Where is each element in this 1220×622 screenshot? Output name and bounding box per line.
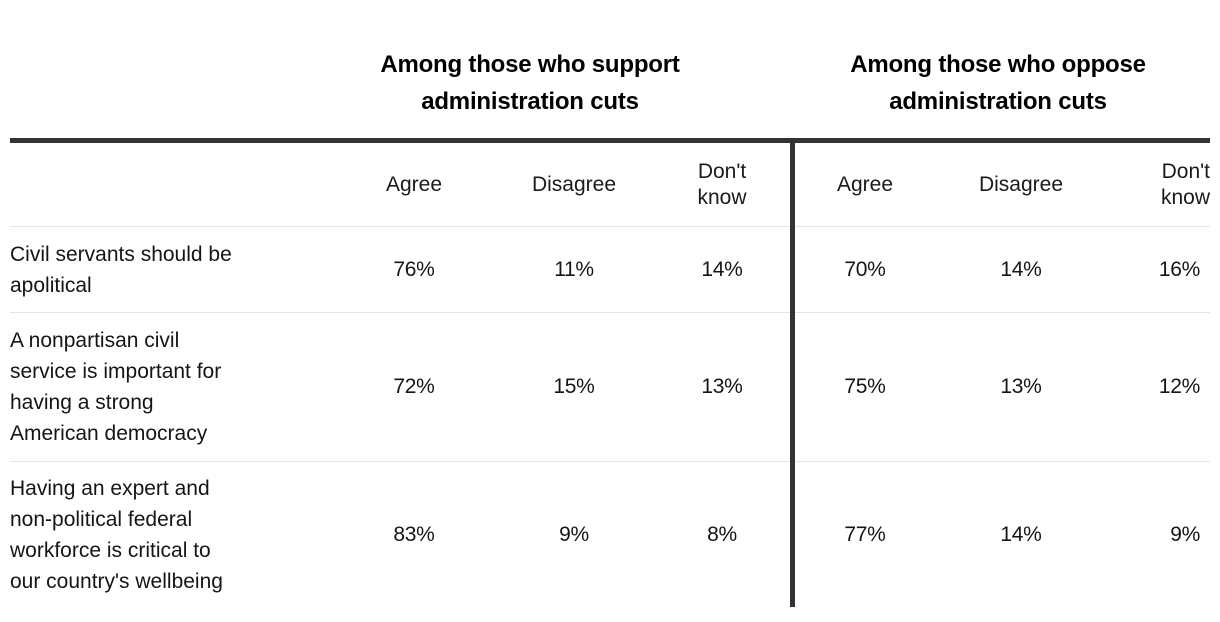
value-cell: 13%: [654, 312, 790, 461]
center-divider: [790, 138, 795, 607]
column-header-disagree-oppose: Disagree: [978, 172, 1064, 196]
group-header-support: Among those who support administration c…: [380, 51, 680, 115]
value-cell: 12%: [1107, 312, 1210, 461]
value-cell: 16%: [1107, 226, 1210, 312]
row-label: Civil servants should be apolitical: [10, 226, 334, 312]
value-cell: 77%: [795, 461, 935, 607]
header-empty-cell: [10, 143, 334, 226]
row-label: A nonpartisan civil service is important…: [10, 312, 334, 461]
value-cell: 14%: [935, 226, 1107, 312]
column-header-agree-support: Agree: [385, 172, 443, 196]
column-header-agree-oppose: Agree: [836, 172, 894, 196]
value-cell: 14%: [654, 226, 790, 312]
row-label: Having an expert and non-political feder…: [10, 461, 334, 607]
value-cell: 70%: [795, 226, 935, 312]
value-cell: 14%: [935, 461, 1107, 607]
value-cell: 83%: [334, 461, 494, 607]
value-cell: 9%: [494, 461, 654, 607]
value-cell: 11%: [494, 226, 654, 312]
column-header-disagree-support: Disagree: [531, 172, 617, 196]
column-header-dontknow-oppose: Don't know: [1160, 159, 1210, 209]
group-header-oppose: Among those who oppose administration cu…: [850, 51, 1146, 115]
value-cell: 9%: [1107, 461, 1210, 607]
value-cell: 76%: [334, 226, 494, 312]
value-cell: 13%: [935, 312, 1107, 461]
value-cell: 15%: [494, 312, 654, 461]
top-rule: [10, 138, 1210, 143]
value-cell: 8%: [654, 461, 790, 607]
data-table: Agree Disagree Don't know Agree Disagree…: [10, 143, 1210, 607]
value-cell: 75%: [795, 312, 935, 461]
value-cell: 72%: [334, 312, 494, 461]
column-header-dontknow-support: Don't know: [697, 159, 747, 209]
